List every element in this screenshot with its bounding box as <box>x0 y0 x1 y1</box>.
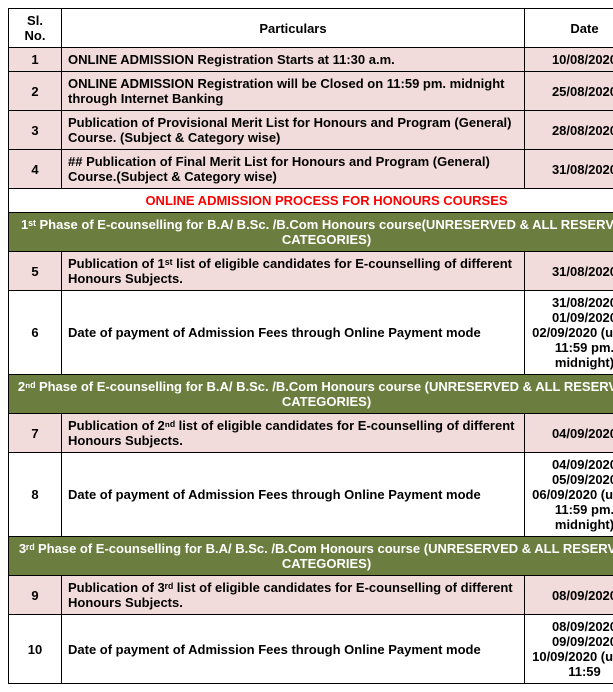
row-particulars: ONLINE ADMISSION Registration Starts at … <box>62 48 525 72</box>
table-row: 2 ONLINE ADMISSION Registration will be … <box>9 72 613 111</box>
row-particulars: Date of payment of Admission Fees throug… <box>62 615 525 684</box>
table-row: 4 ## Publication of Final Merit List for… <box>9 150 613 189</box>
row-particulars: ## Publication of Final Merit List for H… <box>62 150 525 189</box>
admission-schedule-table: Sl. No. Particulars Date 1 ONLINE ADMISS… <box>8 8 613 684</box>
row-no: 7 <box>9 414 62 453</box>
table-row: 7 Publication of 2ⁿᵈ list of eligible ca… <box>9 414 613 453</box>
row-no: 8 <box>9 453 62 537</box>
row-date: 04/09/2020 05/09/2020 06/09/2020 (up to … <box>525 453 613 537</box>
table-row: 8 Date of payment of Admission Fees thro… <box>9 453 613 537</box>
row-no: 4 <box>9 150 62 189</box>
row-particulars: Date of payment of Admission Fees throug… <box>62 453 525 537</box>
phase-1-header: 1ˢᵗ Phase of E-counselling for B.A/ B.Sc… <box>9 213 613 252</box>
row-date: 31/08/2020 <box>525 252 613 291</box>
row-no: 9 <box>9 576 62 615</box>
row-date: 04/09/2020 <box>525 414 613 453</box>
row-no: 6 <box>9 291 62 375</box>
row-particulars: Publication of 3ʳᵈ list of eligible cand… <box>62 576 525 615</box>
row-no: 10 <box>9 615 62 684</box>
phase-header-row: 2ⁿᵈ Phase of E-counselling for B.A/ B.Sc… <box>9 375 613 414</box>
honours-banner: ONLINE ADMISSION PROCESS FOR HONOURS COU… <box>9 189 613 213</box>
row-particulars: ONLINE ADMISSION Registration will be Cl… <box>62 72 525 111</box>
table-header-row: Sl. No. Particulars Date <box>9 9 613 48</box>
row-particulars: Date of payment of Admission Fees throug… <box>62 291 525 375</box>
phase-3-header: 3ʳᵈ Phase of E-counselling for B.A/ B.Sc… <box>9 537 613 576</box>
row-particulars: Publication of Provisional Merit List fo… <box>62 111 525 150</box>
table-row: 9 Publication of 3ʳᵈ list of eligible ca… <box>9 576 613 615</box>
row-no: 1 <box>9 48 62 72</box>
table-row: 5 Publication of 1ˢᵗ list of eligible ca… <box>9 252 613 291</box>
row-date: 08/09/2020 <box>525 576 613 615</box>
row-no: 5 <box>9 252 62 291</box>
phase-header-row: 1ˢᵗ Phase of E-counselling for B.A/ B.Sc… <box>9 213 613 252</box>
header-particulars: Particulars <box>62 9 525 48</box>
header-sl-no: Sl. No. <box>9 9 62 48</box>
phase-2-header: 2ⁿᵈ Phase of E-counselling for B.A/ B.Sc… <box>9 375 613 414</box>
section-banner-row: ONLINE ADMISSION PROCESS FOR HONOURS COU… <box>9 189 613 213</box>
table-row: 1 ONLINE ADMISSION Registration Starts a… <box>9 48 613 72</box>
table-row: 3 Publication of Provisional Merit List … <box>9 111 613 150</box>
table-row: 6 Date of payment of Admission Fees thro… <box>9 291 613 375</box>
table-row: 10 Date of payment of Admission Fees thr… <box>9 615 613 684</box>
row-date: 10/08/2020 <box>525 48 613 72</box>
row-date: 08/09/2020 09/09/2020 10/09/2020 (up to … <box>525 615 613 684</box>
row-particulars: Publication of 2ⁿᵈ list of eligible cand… <box>62 414 525 453</box>
row-date: 31/08/2020 <box>525 150 613 189</box>
row-no: 2 <box>9 72 62 111</box>
row-date: 28/08/2020 <box>525 111 613 150</box>
row-date: 31/08/2020 01/09/2020 02/09/2020 (up to … <box>525 291 613 375</box>
header-date: Date <box>525 9 613 48</box>
row-particulars: Publication of 1ˢᵗ list of eligible cand… <box>62 252 525 291</box>
phase-header-row: 3ʳᵈ Phase of E-counselling for B.A/ B.Sc… <box>9 537 613 576</box>
row-no: 3 <box>9 111 62 150</box>
row-date: 25/08/2020 <box>525 72 613 111</box>
